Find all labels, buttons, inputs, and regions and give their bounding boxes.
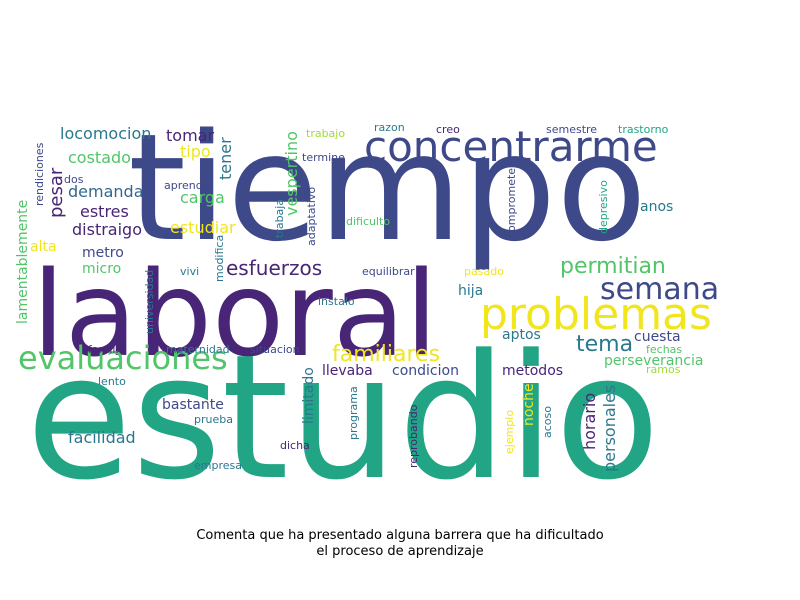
word-noche: noche bbox=[521, 383, 537, 426]
word-ejemplo: ejemplo bbox=[503, 409, 516, 454]
word-razon: razon bbox=[374, 121, 405, 134]
word-dificulto: dificulto bbox=[346, 215, 391, 228]
word-rendiciones: rendiciones bbox=[33, 142, 46, 206]
word-personales: personales bbox=[600, 384, 619, 472]
word-estres: estres bbox=[80, 202, 129, 221]
word-laboral: laboral bbox=[32, 245, 438, 383]
word-familiares: familiares bbox=[332, 342, 441, 367]
word-dos: dos bbox=[64, 173, 84, 186]
word-tipo: tipo bbox=[180, 142, 211, 161]
word-equilibrar: equilibrar bbox=[362, 265, 415, 278]
word-compromete: compromete bbox=[505, 167, 518, 238]
word-depresivo: depresivo bbox=[597, 180, 610, 234]
word-evaluaciones: evaluaciones bbox=[18, 339, 228, 377]
word-limitado: limitado bbox=[301, 367, 317, 424]
word-situacion: situacion bbox=[250, 343, 300, 356]
word-empresa: empresa bbox=[194, 459, 242, 472]
word-ramos: ramos bbox=[646, 363, 681, 376]
word-maternidad: maternidad bbox=[166, 343, 230, 356]
word-tomar: tomar bbox=[166, 126, 215, 145]
word-adaptativo: adaptativo bbox=[305, 186, 318, 246]
word-perseverancia: perseverancia bbox=[604, 353, 704, 369]
word-esfuerzos: esfuerzos bbox=[226, 256, 323, 280]
word-demanda: demanda bbox=[68, 182, 144, 201]
word-carga: carga bbox=[180, 188, 225, 207]
word-pasado: pasado bbox=[464, 265, 504, 278]
word-vivi: vivi bbox=[180, 265, 200, 278]
word-lamentablemente: lamentablemente bbox=[15, 199, 31, 324]
word-trastorno: trastorno bbox=[618, 123, 669, 136]
word-micro: micro bbox=[82, 261, 122, 277]
word-universidad: universidad bbox=[143, 269, 156, 334]
word-termine: termine bbox=[302, 151, 345, 164]
word-vespertino: vespertino bbox=[282, 131, 301, 216]
word-facilidad: facilidad bbox=[68, 428, 136, 447]
word-semana: semana bbox=[600, 272, 720, 307]
word-horario: horario bbox=[580, 392, 599, 450]
word-metodos: metodos bbox=[502, 363, 564, 379]
word-permitian: permitian bbox=[560, 254, 666, 279]
word-locomocion: locomocion bbox=[60, 124, 152, 143]
word-tema: tema bbox=[576, 332, 634, 357]
word-trabaja: trabaja bbox=[273, 198, 286, 238]
word-dicha: dicha bbox=[280, 439, 310, 452]
word-lento: lento bbox=[98, 375, 126, 388]
word-creo: creo bbox=[436, 123, 460, 136]
word-alta: alta bbox=[30, 239, 57, 255]
word-tener: tener bbox=[216, 137, 235, 180]
caption-line-1: Comenta que ha presentado alguna barrera… bbox=[196, 528, 604, 543]
word-reprobando: reprobando bbox=[407, 404, 420, 468]
word-metro: metro bbox=[82, 245, 124, 261]
word-semestre: semestre bbox=[546, 123, 598, 136]
caption-line-2: el proceso de aprendizaje bbox=[316, 544, 484, 559]
word-problemas: problemas bbox=[480, 289, 712, 340]
word-programa: programa bbox=[347, 386, 360, 440]
word-familia: familia bbox=[88, 343, 126, 356]
word-acoso: acoso bbox=[541, 406, 554, 438]
word-bastante: bastante bbox=[162, 397, 224, 413]
word-prueba: prueba bbox=[194, 413, 233, 426]
word-estudiar: estudiar bbox=[170, 218, 236, 237]
word-trabajo: trabajo bbox=[306, 127, 346, 140]
word-modifica: modifica bbox=[213, 234, 226, 282]
word-anos: anos bbox=[640, 199, 674, 215]
word-aptos: aptos bbox=[502, 327, 541, 343]
word-cuesta: cuesta bbox=[634, 329, 681, 345]
word-tiempo: tiempo bbox=[128, 102, 647, 274]
word-concentrarme: concentrarme bbox=[364, 122, 658, 171]
word-condicion: condicion bbox=[392, 363, 459, 379]
word-aprendo: aprendo bbox=[164, 179, 210, 192]
word-estudio: estudio bbox=[26, 317, 661, 518]
word-cloud: tiempo laboral estudio concentrarme prob… bbox=[10, 114, 720, 504]
word-llevaba: llevaba bbox=[322, 363, 373, 379]
word-distraigo: distraigo bbox=[72, 220, 142, 239]
word-fechas: fechas bbox=[646, 343, 683, 356]
word-instalo: instalo bbox=[318, 295, 355, 308]
word-costado: costado bbox=[68, 148, 131, 167]
word-pesar: pesar bbox=[46, 167, 67, 218]
figure-caption: Comenta que ha presentado alguna barrera… bbox=[0, 528, 800, 560]
word-hija: hija bbox=[458, 283, 484, 299]
